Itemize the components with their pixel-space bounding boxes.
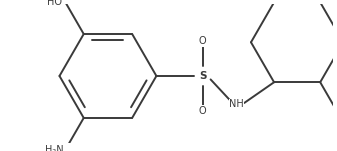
Text: HO: HO <box>47 0 62 7</box>
Text: NH: NH <box>229 99 244 109</box>
Text: O: O <box>199 106 206 116</box>
Text: H₂N: H₂N <box>45 145 64 151</box>
Text: S: S <box>199 71 206 81</box>
Text: O: O <box>199 36 206 46</box>
